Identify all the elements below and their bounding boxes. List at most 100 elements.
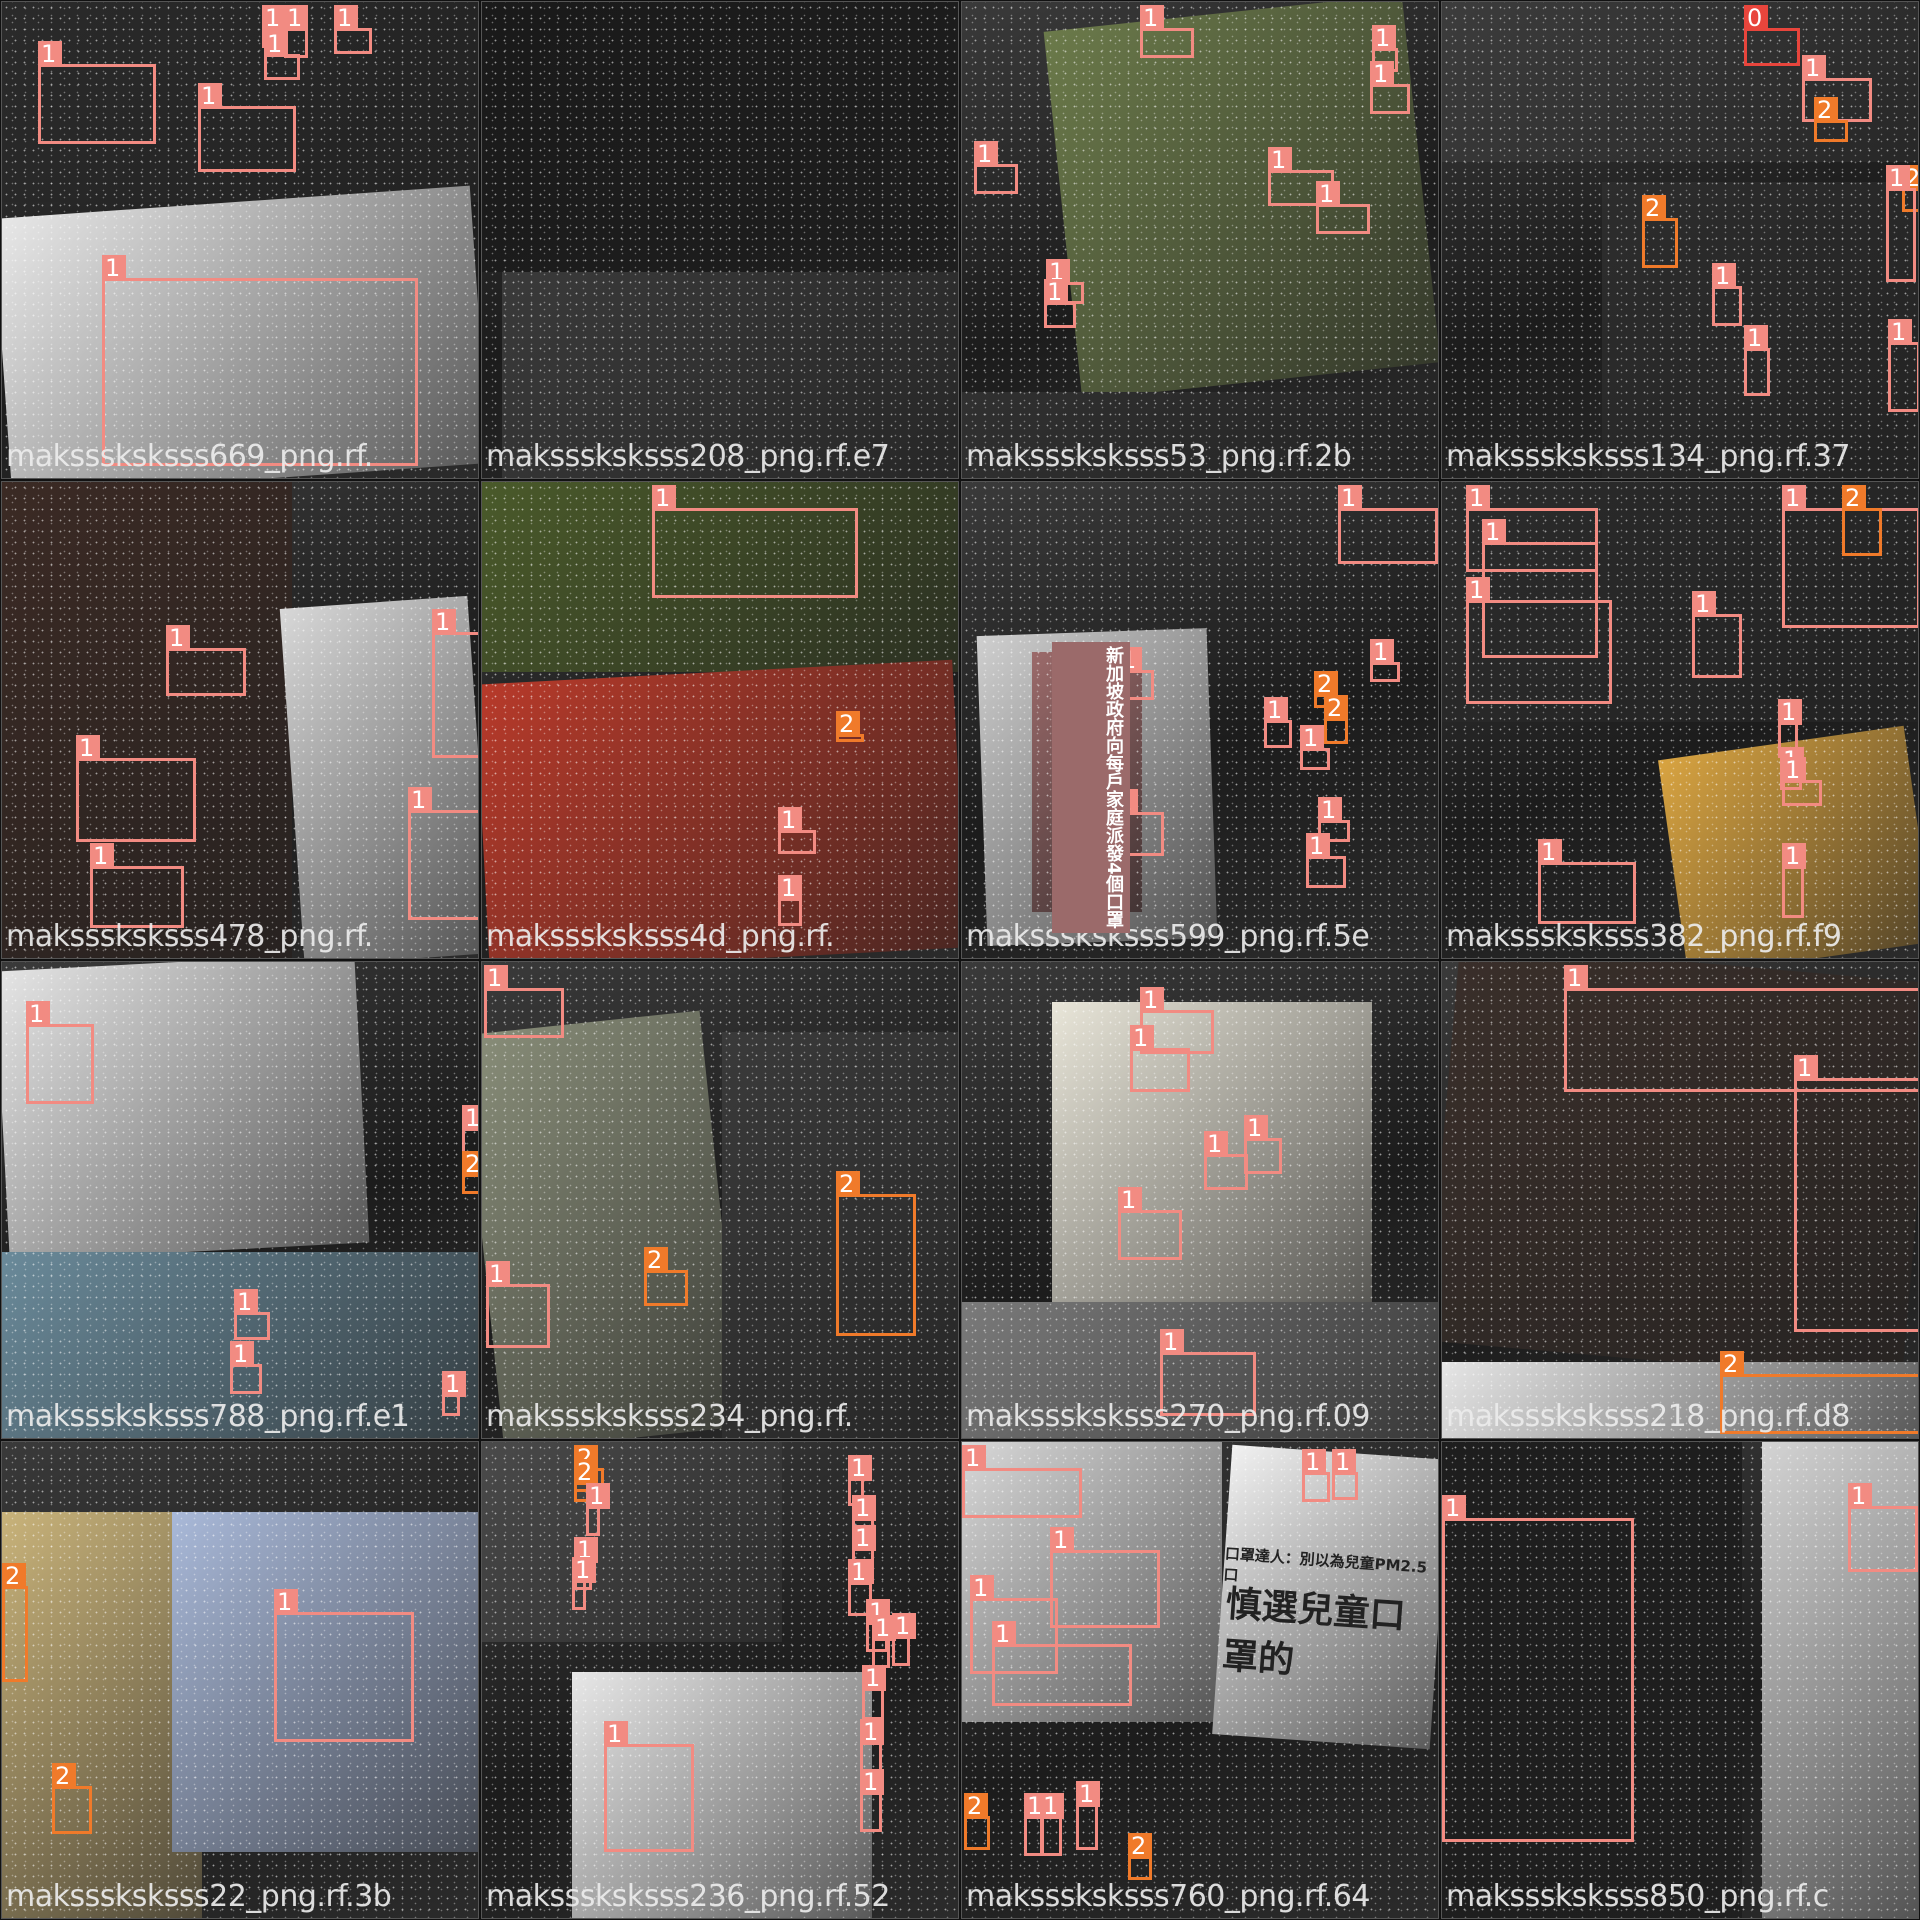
detection-box-class-1: 1 xyxy=(1044,279,1076,328)
class-label: 1 xyxy=(604,1721,628,1747)
mosaic-tile: maksssksksss208_png.rf.e7 xyxy=(481,1,959,479)
class-label: 1 xyxy=(974,141,998,167)
class-label: 2 xyxy=(836,711,860,737)
detection-box-class-1: 1 xyxy=(274,1589,414,1742)
detection-box-class-1: 1 xyxy=(484,965,564,1038)
class-label: 2 xyxy=(1324,695,1348,721)
detection-box-class-1: 1 xyxy=(1888,319,1918,412)
detection-box-class-2: 2 xyxy=(964,1793,990,1850)
detection-box-class-1: 1 xyxy=(1118,1187,1182,1260)
class-label: 1 xyxy=(572,1557,596,1583)
detection-box-class-1: 1 xyxy=(230,1341,262,1394)
class-label: 1 xyxy=(166,625,190,651)
mosaic-tile: 11111211111maksssksksss382_png.rf.f9 xyxy=(1441,481,1919,959)
detection-box-class-1: 1 xyxy=(1160,1329,1256,1416)
tile-filename: maksssksksss4d_png.rf. xyxy=(486,919,835,954)
class-label: 2 xyxy=(644,1247,668,1273)
class-label: 1 xyxy=(852,1525,876,1551)
class-label: 1 xyxy=(1886,165,1910,191)
detection-box-class-1: 1 xyxy=(90,843,184,928)
tile-filename: maksssksksss53_png.rf.2b xyxy=(966,439,1352,474)
class-label: 1 xyxy=(234,1289,258,1315)
tile-filename: maksssksksss208_png.rf.e7 xyxy=(486,439,890,474)
class-label: 2 xyxy=(964,1793,988,1819)
mosaic-tile: 1112211111maksssksksss599_png.rf.5e新加坡政府… xyxy=(961,481,1439,959)
detection-box-class-2: 2 xyxy=(462,1151,478,1194)
detection-box-class-1: 1 xyxy=(102,255,418,466)
detection-box-class-1: 1 xyxy=(442,1371,466,1416)
detection-box-class-1: 1 xyxy=(1040,1793,1064,1856)
tile-filename: maksssksksss850_png.rf.c xyxy=(1446,1879,1829,1914)
class-label: 1 xyxy=(334,5,358,31)
detection-box-class-1: 1 xyxy=(1332,1449,1358,1500)
class-label: 1 xyxy=(1782,485,1806,511)
class-label: 1 xyxy=(262,5,286,31)
detection-box-class-1: 1 xyxy=(1782,843,1806,918)
image-panel xyxy=(482,2,958,272)
class-label: 1 xyxy=(1332,1449,1356,1475)
detection-box-class-1: 1 xyxy=(778,875,802,926)
class-label: 0 xyxy=(1744,5,1768,31)
tile-filename: maksssksksss218_png.rf.d8 xyxy=(1446,1399,1850,1434)
class-label: 1 xyxy=(1306,833,1330,859)
image-panel xyxy=(2,962,370,1262)
class-label: 1 xyxy=(1782,757,1806,783)
class-label: 1 xyxy=(198,83,222,109)
tile-filename: maksssksksss382_png.rf.f9 xyxy=(1446,919,1842,954)
detection-box-class-1: 1 xyxy=(1744,325,1770,396)
detection-box-class-2: 2 xyxy=(52,1763,92,1834)
detection-box-class-1: 1 xyxy=(892,1613,916,1666)
detection-box-class-1: 1 xyxy=(166,625,246,696)
class-label: 1 xyxy=(274,1589,298,1615)
mosaic-tile: 2 2 1 1 1 1 1 1 1 1 1 1 1 1 1 1 maksssksksss236_png.rf.5… xyxy=(481,1441,959,1919)
detection-box-class-2: 2 xyxy=(1720,1351,1918,1434)
class-label: 1 xyxy=(1372,25,1396,51)
class-label: 1 xyxy=(1466,485,1490,511)
class-label: 1 xyxy=(1300,725,1324,751)
class-label: 1 xyxy=(778,875,802,901)
detection-box-class-1: 1 xyxy=(1300,725,1330,770)
tile-filename: maksssksksss236_png.rf.52 xyxy=(486,1879,890,1914)
detection-box-class-1: 1 xyxy=(486,1261,550,1348)
detection-box-class-2: 2 xyxy=(2,1563,28,1682)
class-label: 1 xyxy=(38,41,62,67)
detection-box-class-1: 1 xyxy=(862,1665,886,1720)
class-label: 1 xyxy=(862,1665,886,1691)
detection-box-class-1: 1 xyxy=(1264,697,1292,748)
class-label: 1 xyxy=(230,1341,254,1367)
class-label: 1 xyxy=(1888,319,1912,345)
detection-box-class-1: 1 xyxy=(264,31,300,80)
class-label: 1 xyxy=(1204,1131,1228,1157)
class-label: 2 xyxy=(462,1151,478,1177)
detection-box-class-2: 2 xyxy=(1324,695,1348,744)
detection-box-class-1: 1 xyxy=(1318,797,1350,842)
detection-box-class-1: 1 xyxy=(1794,1055,1918,1332)
detection-box-class-1: 1 xyxy=(1782,757,1822,806)
detection-box-class-1: 1 xyxy=(1712,263,1742,326)
mosaic-tile: 1 1 2 maksssksksss218_png.rf.d8 xyxy=(1441,961,1919,1439)
class-label: 1 xyxy=(970,1575,994,1601)
class-label: 1 xyxy=(848,1455,872,1481)
tile-filename: maksssksksss760_png.rf.64 xyxy=(966,1879,1370,1914)
class-label: 1 xyxy=(1302,1449,1326,1475)
class-label: 1 xyxy=(852,1495,876,1521)
detection-box-class-1: 1 xyxy=(962,1445,1082,1518)
class-label: 1 xyxy=(848,1559,872,1585)
class-label: 1 xyxy=(462,1105,478,1131)
class-label: 1 xyxy=(860,1719,884,1745)
detection-box-class-1: 1 xyxy=(26,1001,94,1104)
detection-box-class-2: 2 xyxy=(1128,1833,1152,1880)
class-label: 1 xyxy=(892,1613,916,1639)
class-label: 2 xyxy=(836,1171,860,1197)
class-label: 1 xyxy=(1370,61,1394,87)
detection-box-class-1: 1 xyxy=(1316,181,1370,234)
class-label: 1 xyxy=(962,1445,986,1471)
class-label: 1 xyxy=(992,1621,1016,1647)
printed-text: 新加坡政府向每戶家庭派發4個口罩 xyxy=(1052,642,1130,933)
tile-filename: maksssksksss788_png.rf.e1 xyxy=(6,1399,410,1434)
detection-box-class-1: 1 xyxy=(1692,591,1742,678)
class-label: 2 xyxy=(1642,195,1666,221)
detection-box-class-1: 1 xyxy=(1442,1495,1634,1842)
detection-box-class-1: 1 xyxy=(432,609,478,758)
detection-box-class-1: 1 xyxy=(1306,833,1346,888)
